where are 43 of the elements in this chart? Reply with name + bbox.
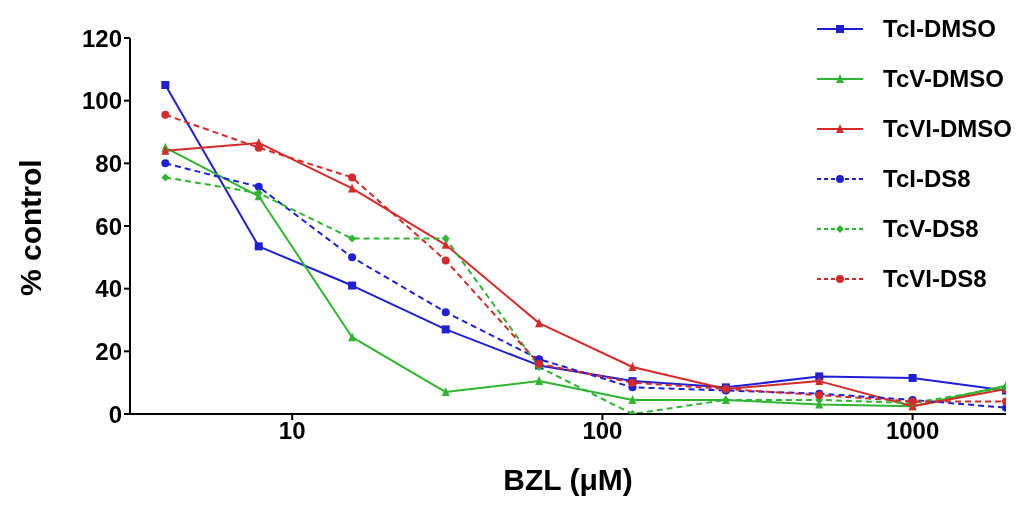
y-tick-label: 20 bbox=[95, 337, 122, 365]
y-axis-title: % control bbox=[13, 159, 47, 296]
point bbox=[348, 253, 357, 262]
legend-label: TcVI-DS8 bbox=[883, 265, 987, 293]
point bbox=[441, 234, 450, 243]
y-tick-label: 60 bbox=[95, 212, 122, 240]
point bbox=[908, 373, 917, 382]
y-tick-label: 80 bbox=[95, 149, 122, 177]
point bbox=[348, 183, 357, 193]
point bbox=[348, 281, 357, 290]
point bbox=[254, 242, 263, 251]
point bbox=[441, 308, 450, 317]
legend-label: TcV-DMSO bbox=[883, 65, 1004, 93]
point bbox=[254, 143, 263, 152]
point bbox=[535, 376, 544, 386]
y-tick-label: 0 bbox=[108, 400, 122, 428]
x-tick-label: 100 bbox=[582, 417, 623, 445]
point bbox=[815, 376, 824, 386]
legend-label: TcI-DMSO bbox=[883, 15, 996, 43]
legend-label: TcVI-DMSO bbox=[883, 115, 1012, 143]
point bbox=[628, 362, 637, 371]
point bbox=[161, 173, 170, 182]
point bbox=[161, 81, 170, 89]
point bbox=[441, 256, 450, 265]
point bbox=[161, 159, 170, 168]
legend-label: TcI-DS8 bbox=[883, 165, 971, 193]
legend-label: TcV-DS8 bbox=[883, 215, 979, 243]
point bbox=[535, 318, 544, 328]
x-tick-label: 10 bbox=[278, 417, 306, 445]
y-tick-label: 100 bbox=[81, 87, 122, 115]
point bbox=[441, 325, 450, 334]
y-tick-label: 40 bbox=[95, 275, 122, 303]
point bbox=[254, 182, 263, 191]
x-axis-title: BZL (μM) bbox=[503, 463, 633, 496]
point bbox=[441, 387, 450, 397]
point bbox=[348, 332, 357, 342]
point bbox=[815, 372, 824, 381]
point bbox=[161, 110, 170, 119]
point bbox=[348, 234, 357, 243]
x-tick-label: 1000 bbox=[885, 417, 940, 445]
point bbox=[628, 394, 637, 404]
y-tick-label: 120 bbox=[81, 24, 122, 52]
point bbox=[348, 173, 357, 182]
